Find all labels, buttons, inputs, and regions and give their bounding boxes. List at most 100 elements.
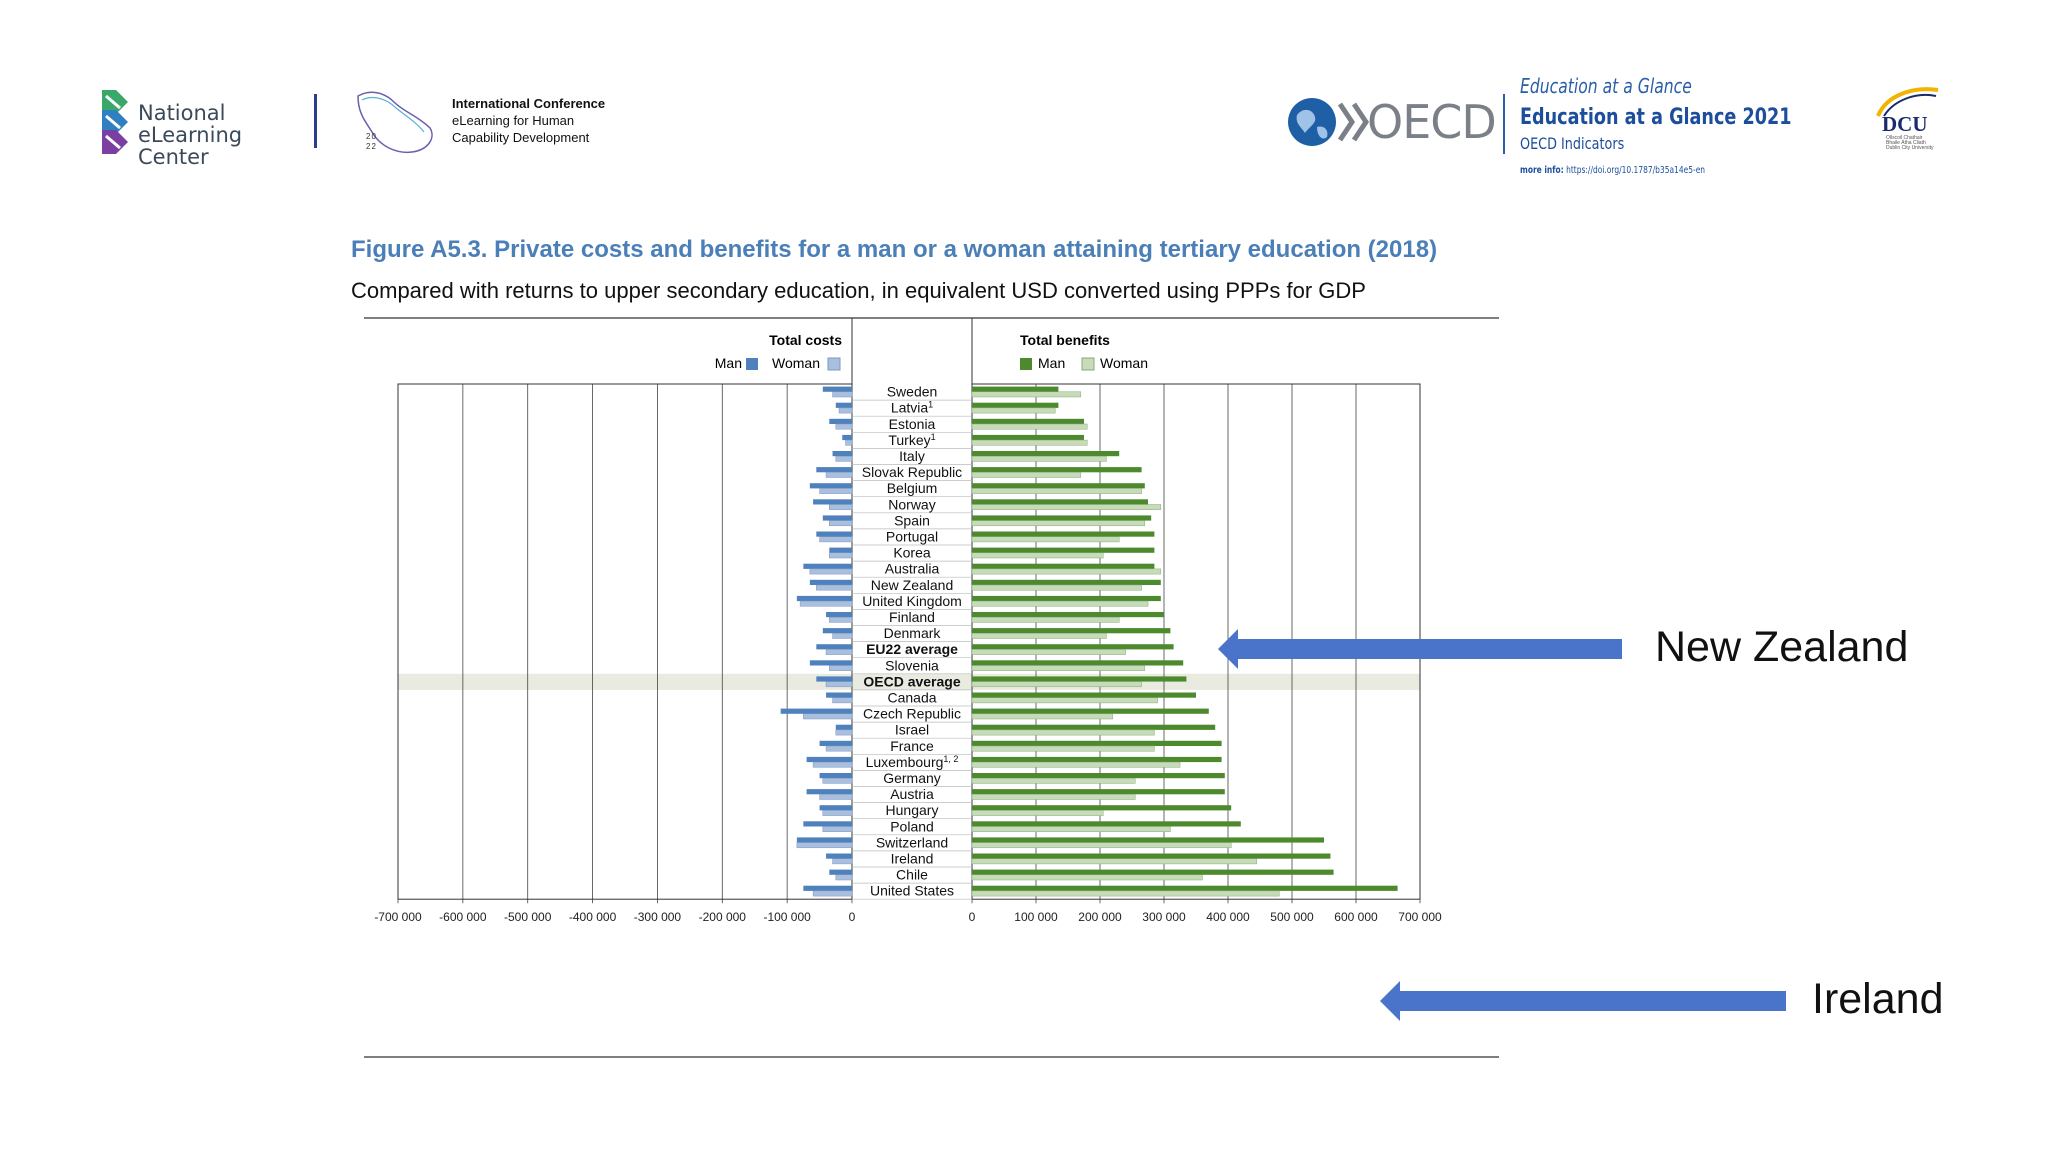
category-footnote: 1 — [931, 432, 936, 442]
bar-cost-man — [826, 612, 852, 618]
dcu-swoosh-icon — [1876, 87, 1939, 117]
conference-line-2: eLearning for Human — [452, 113, 575, 128]
legend-cost-man-label: Man — [715, 355, 742, 371]
bar-benefit-man — [972, 612, 1164, 618]
category-label: Estonia — [889, 416, 936, 432]
bar-cost-man — [826, 692, 852, 698]
bar-benefit-woman — [971, 536, 1120, 543]
category-label: New Zealand — [871, 577, 954, 593]
bar-benefit-woman — [971, 504, 1162, 510]
oecd-logo-text: OECD — [1367, 95, 1497, 149]
category-label: Turkey1 — [888, 432, 935, 448]
bar-benefit-woman — [971, 472, 1082, 478]
right-panel-title: Total benefits — [1020, 332, 1110, 348]
category-label: Norway — [888, 496, 935, 512]
bar-benefit-woman — [971, 761, 1181, 768]
eag-more-info[interactable]: more info: https://doi.org/10.1787/b35a1… — [1520, 165, 1705, 176]
bar-benefit-man — [972, 869, 1334, 875]
bar-cost-woman — [835, 455, 853, 462]
bar-benefit-man — [972, 499, 1148, 505]
category-label: Canada — [887, 690, 936, 706]
category-label: Slovenia — [885, 657, 939, 673]
right-tick-label: 500 000 — [1270, 910, 1314, 924]
bar-benefit-man — [972, 434, 1084, 441]
category-label: Luxembourg1, 2 — [866, 754, 959, 770]
category-label: Korea — [893, 545, 931, 561]
category-label: Slovak Republic — [862, 464, 962, 480]
bar-benefit-woman — [971, 890, 1280, 897]
legend-cost-woman-swatch — [827, 357, 841, 371]
bar-cost-man — [803, 563, 852, 569]
right-tick-label: 600 000 — [1334, 910, 1378, 924]
legend-benefit-man-label: Man — [1038, 355, 1065, 371]
bar-cost-woman — [832, 858, 853, 865]
bar-benefit-man — [972, 467, 1142, 473]
legend-benefit-woman-label: Woman — [1100, 355, 1148, 371]
bar-cost-woman — [812, 890, 853, 897]
bar-cost-woman — [812, 761, 853, 768]
right-tick-label: 200 000 — [1078, 910, 1122, 924]
bar-cost-woman — [832, 697, 853, 704]
bar-benefit-man — [972, 595, 1161, 602]
right-tick-label: 100 000 — [1014, 910, 1058, 924]
bar-cost-man — [816, 676, 852, 682]
national-elearning-center-logo: National eLearning Center — [98, 88, 288, 168]
bar-cost-woman — [799, 600, 853, 607]
bar-benefit-man — [972, 483, 1145, 489]
left-tick-label: 0 — [849, 910, 856, 924]
bar-cost-woman — [825, 472, 853, 478]
bar-benefit-woman — [971, 455, 1107, 462]
bar-cost-woman — [829, 552, 853, 559]
right-tick-label: 400 000 — [1206, 910, 1250, 924]
legend-benefit-man-swatch — [1020, 358, 1032, 370]
category-footnote: 1 — [928, 400, 933, 410]
bar-cost-woman — [796, 842, 853, 849]
bar-benefit-man — [972, 515, 1152, 521]
left-tick-label: -200 000 — [699, 910, 747, 924]
bar-cost-woman — [822, 777, 853, 784]
bar-benefit-woman — [971, 488, 1142, 494]
bar-benefit-woman — [971, 584, 1142, 591]
figure-title: Figure A5.3. Private costs and benefits … — [351, 236, 1438, 263]
bar-benefit-man — [972, 853, 1331, 859]
bar-cost-woman — [829, 520, 853, 527]
category-label: Portugal — [886, 529, 938, 545]
bar-benefit-man — [972, 805, 1232, 811]
bar-cost-man — [796, 837, 852, 843]
bar-benefit-man — [972, 692, 1196, 698]
bar-cost-woman — [803, 713, 853, 720]
bar-cost-woman — [832, 633, 853, 639]
bar-cost-man — [809, 483, 852, 489]
eag-more-info-link[interactable]: https://doi.org/10.1787/b35a14e5-en — [1566, 165, 1706, 176]
category-label: Sweden — [887, 384, 938, 400]
bar-cost-man — [819, 740, 852, 746]
bar-benefit-man — [972, 660, 1184, 666]
conference-year-line-2: 22 — [366, 142, 377, 151]
category-label: Belgium — [887, 480, 938, 496]
bar-benefit-man — [972, 773, 1225, 779]
left-tick-label: -100 000 — [763, 910, 811, 924]
dcu-logo-small-text: Ollscoil Chathair Bhaile Átha Cliath Dub… — [1886, 136, 1934, 151]
bar-benefit-man — [972, 708, 1209, 714]
bar-cost-man — [829, 418, 852, 424]
bar-benefit-woman — [971, 407, 1056, 414]
bar-cost-woman — [829, 504, 853, 510]
bar-cost-man — [819, 805, 852, 811]
bar-cost-man — [822, 386, 852, 392]
bar-cost-man — [816, 531, 852, 537]
bar-cost-woman — [835, 423, 853, 430]
bar-cost-man — [829, 869, 852, 875]
conference-line-3: Capability Development — [452, 130, 590, 145]
category-label: Israel — [895, 722, 929, 738]
bar-benefit-woman — [971, 520, 1146, 527]
bar-cost-woman — [825, 649, 853, 655]
bar-benefit-man — [972, 531, 1155, 537]
category-label: Spain — [894, 512, 930, 528]
dcu-small-line-1: Ollscoil Chathair — [1886, 135, 1923, 141]
bar-cost-man — [819, 773, 852, 779]
bar-benefit-woman — [971, 729, 1155, 736]
bar-benefit-man — [972, 676, 1187, 682]
category-label: OECD average — [863, 673, 960, 689]
conference-year: 20 22 — [366, 132, 377, 152]
bar-benefit-woman — [971, 842, 1232, 849]
